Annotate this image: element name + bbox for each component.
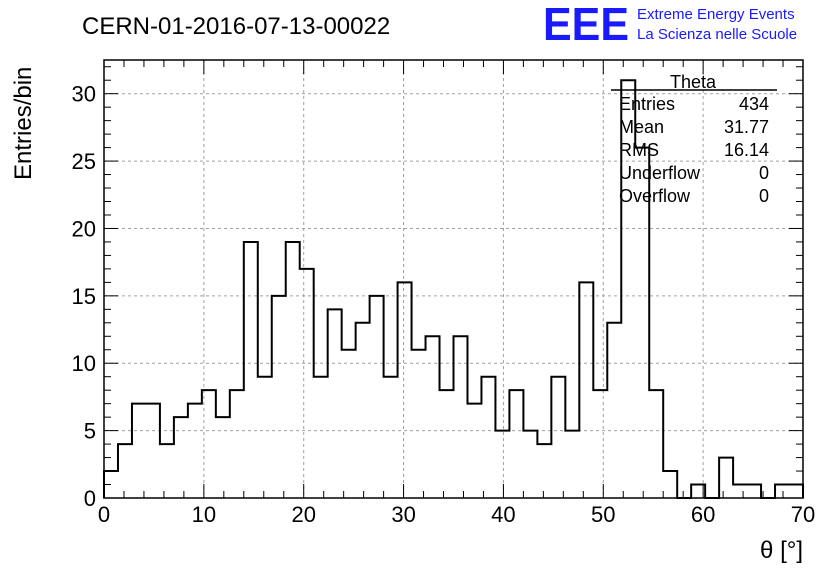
- histogram-bin: [579, 282, 593, 498]
- histogram-bin: [789, 485, 803, 498]
- histogram-bin: [607, 323, 621, 498]
- grid-lines: [104, 60, 803, 498]
- histogram-bin: [244, 242, 258, 498]
- logo-line2: La Scienza nelle Scuole: [637, 26, 797, 43]
- histogram-bin: [775, 485, 789, 498]
- histogram-bin: [537, 444, 551, 498]
- histogram-bin: [146, 404, 160, 498]
- y-tick-label: 5: [84, 419, 96, 444]
- stats-row-value: 16.14: [724, 140, 769, 160]
- histogram-bin: [467, 404, 481, 498]
- plot-frame: [103, 59, 804, 499]
- x-tick-label: 0: [98, 502, 110, 527]
- histogram-bin: [523, 431, 537, 498]
- histogram-bin: [384, 377, 398, 498]
- histogram-bin: [328, 309, 342, 498]
- y-tick-label: 25: [72, 149, 96, 174]
- histogram-bin: [272, 296, 286, 498]
- x-tick-label: 30: [391, 502, 415, 527]
- histogram-bin: [160, 444, 174, 498]
- histogram-bin: [719, 458, 733, 498]
- histogram-bin: [495, 431, 509, 498]
- histogram-bin: [509, 390, 523, 498]
- y-tick-label: 0: [84, 486, 96, 511]
- histogram-bin: [551, 377, 565, 498]
- histogram-bin: [663, 471, 677, 498]
- histogram-bin: [370, 296, 384, 498]
- chart-title: CERN-01-2016-07-13-00022: [82, 13, 390, 40]
- histogram-bin: [132, 404, 146, 498]
- stats-row-value: 31.77: [724, 117, 769, 137]
- y-tick-label: 20: [72, 216, 96, 241]
- stats-row-value: 0: [759, 163, 769, 183]
- x-tick-label: 70: [791, 502, 815, 527]
- histogram-bin: [398, 282, 412, 498]
- logo-line1: Extreme Energy Events: [637, 6, 795, 23]
- stats-rows: Entries 434 Mean 31.77 RMS 16.14 Underflow 0 Ove…: [619, 94, 769, 206]
- histogram-bin: [286, 242, 300, 498]
- logo-letters: EEE: [543, 0, 629, 50]
- histogram-bin: [230, 390, 244, 498]
- histogram-bin: [481, 377, 495, 498]
- y-tick-label: 15: [72, 284, 96, 309]
- stats-row-label: Mean: [619, 117, 664, 137]
- y-tick-label: 30: [72, 82, 96, 107]
- histogram-bin: [216, 417, 230, 498]
- x-tick-label: 40: [491, 502, 515, 527]
- x-tick-label: 20: [291, 502, 315, 527]
- y-axis-label: Entries/bin: [10, 67, 37, 180]
- histogram-bin: [440, 390, 454, 498]
- x-tick-label: 10: [192, 502, 216, 527]
- stats-row-label: RMS: [619, 140, 659, 160]
- histogram-bin: [118, 444, 132, 498]
- histogram-bin: [426, 336, 440, 498]
- x-tick-labels: 0 10 20 30 40 50 60 70: [98, 502, 815, 527]
- x-tick-label: 50: [591, 502, 615, 527]
- histogram-bin: [356, 323, 370, 498]
- eee-logo: EEE Extreme Energy Events La Scienza nel…: [543, 0, 797, 50]
- x-axis-label: θ [°]: [760, 537, 803, 564]
- stats-row-label: Entries: [619, 94, 675, 114]
- histogram-bin: [300, 269, 314, 498]
- histogram-bin: [593, 390, 607, 498]
- histogram-bin: [747, 485, 761, 498]
- stats-row-value: 434: [739, 94, 769, 114]
- histogram-bin: [649, 390, 663, 498]
- histogram-bin: [565, 431, 579, 498]
- axes: [103, 59, 804, 499]
- stats-row-label: Overflow: [619, 186, 691, 206]
- stats-box: Theta Entries 434 Mean 31.77 RMS 16.14 Underfl…: [611, 72, 777, 206]
- stats-title: Theta: [670, 72, 717, 92]
- stats-row-label: Underflow: [619, 163, 701, 183]
- histogram-bin: [454, 336, 468, 498]
- stats-row-value: 0: [759, 186, 769, 206]
- y-tick-labels: 0 5 10 15 20 25 30: [72, 82, 96, 511]
- x-tick-label: 60: [691, 502, 715, 527]
- histogram-bin: [342, 350, 356, 498]
- histogram-bin: [188, 404, 202, 498]
- histogram-bin: [733, 485, 747, 498]
- histogram-bin: [174, 417, 188, 498]
- y-tick-label: 10: [72, 351, 96, 376]
- histogram-bin: [258, 377, 272, 498]
- histogram-outline: [103, 79, 804, 499]
- histogram-bin: [314, 377, 328, 498]
- histogram-bars: [103, 79, 804, 499]
- histogram-bin: [412, 350, 426, 498]
